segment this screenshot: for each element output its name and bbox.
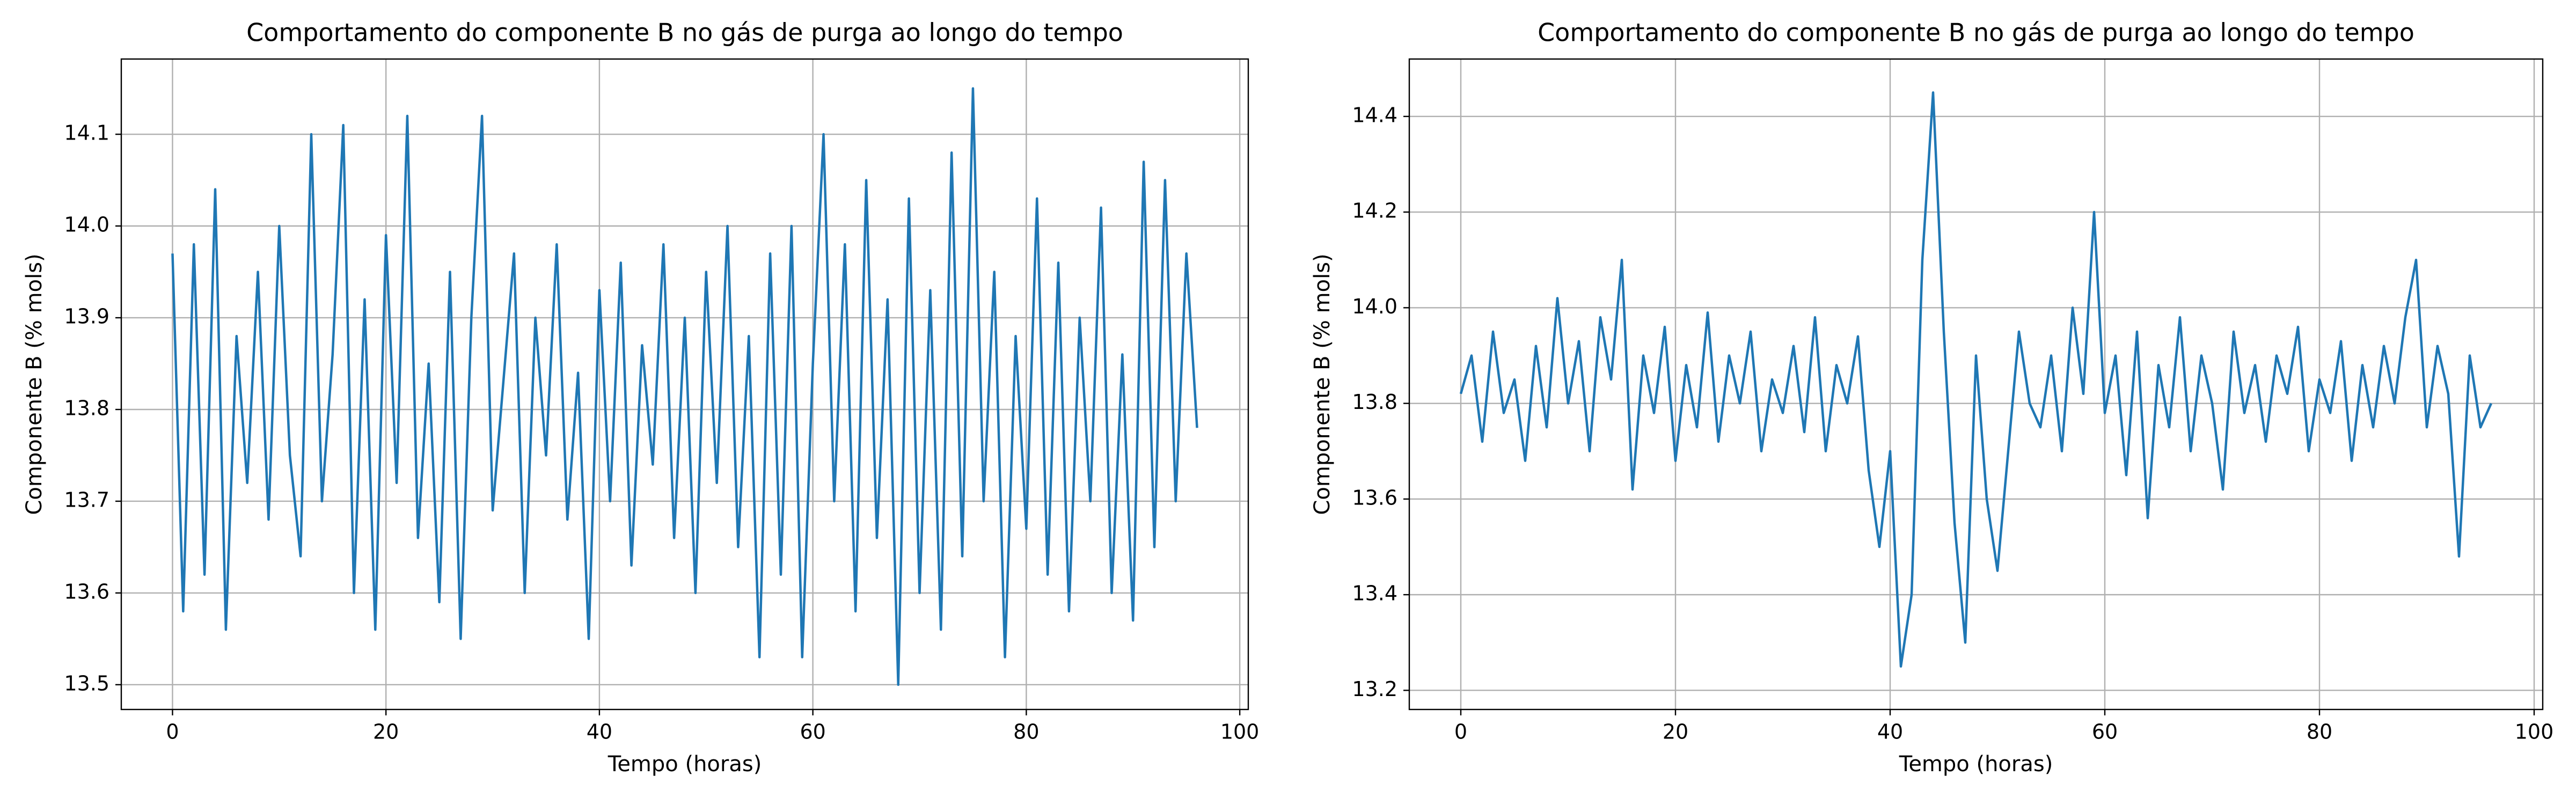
y-tick-label: 13.6 <box>1352 486 1397 509</box>
axes-frame <box>1408 58 2544 711</box>
y-tick-label: 13.8 <box>64 397 109 420</box>
y-tick-label: 13.7 <box>64 488 109 511</box>
y-tick-label: 13.2 <box>1352 677 1397 701</box>
axes-frame <box>120 58 1249 711</box>
x-tick-label: 0 <box>1454 720 1467 744</box>
x-tick-label: 20 <box>373 720 399 744</box>
y-tick-label: 13.9 <box>64 305 109 328</box>
y-tick-label: 14.4 <box>1352 103 1397 127</box>
x-tick-label: 60 <box>800 720 825 744</box>
x-tick-label: 20 <box>1663 720 1688 744</box>
x-tick-label: 40 <box>1877 720 1903 744</box>
chart-title: Comportamento do componente B no gás de … <box>1538 18 2414 47</box>
data-line <box>1459 91 2493 668</box>
chart-title: Comportamento do componente B no gás de … <box>246 18 1123 47</box>
x-tick-label: 100 <box>1220 720 1260 744</box>
x-tick-label: 60 <box>2092 720 2118 744</box>
x-tick-label: 80 <box>1013 720 1039 744</box>
x-tick-label: 40 <box>587 720 612 744</box>
y-tick-label: 14.0 <box>1352 295 1397 318</box>
x-tick-label: 0 <box>166 720 179 744</box>
y-tick-label: 13.8 <box>1352 390 1397 414</box>
y-tick-label: 14.2 <box>1352 199 1397 223</box>
y-tick-label: 14.1 <box>64 121 109 145</box>
y-tick-label: 13.4 <box>1352 582 1397 605</box>
x-axis-label: Tempo (horas) <box>1899 752 2053 777</box>
x-tick-label: 80 <box>2307 720 2332 744</box>
y-tick-label: 13.5 <box>64 671 109 695</box>
x-axis-label: Tempo (horas) <box>608 752 762 777</box>
x-tick-label: 100 <box>2515 720 2554 744</box>
y-tick-label: 14.0 <box>64 213 109 237</box>
y-axis-label: Componente B (% mols) <box>1310 253 1335 515</box>
y-tick-label: 13.6 <box>64 580 109 603</box>
data-line <box>171 87 1198 686</box>
y-axis-label: Componente B (% mols) <box>22 253 47 515</box>
